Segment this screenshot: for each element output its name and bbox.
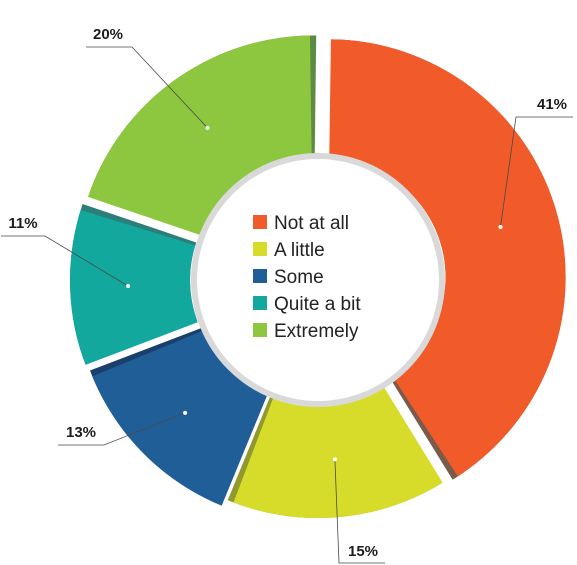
leader-dot xyxy=(499,225,503,229)
leader-dot xyxy=(183,411,187,415)
legend-swatch xyxy=(253,215,267,229)
leader-dot xyxy=(126,284,130,288)
legend-swatch xyxy=(253,296,267,310)
legend-label: Extremely xyxy=(274,321,359,342)
legend-label: Quite a bit xyxy=(274,294,361,315)
percent-label: 15% xyxy=(348,543,378,560)
legend-swatch xyxy=(253,269,267,283)
legend-swatch xyxy=(253,242,267,256)
legend-label: A little xyxy=(274,240,325,261)
legend-label: Not at all xyxy=(274,213,349,234)
percent-label: 11% xyxy=(8,215,37,232)
percent-label: 13% xyxy=(66,424,96,441)
legend-label: Some xyxy=(274,267,324,288)
percent-label: 20% xyxy=(93,26,123,43)
percent-label: 41% xyxy=(537,96,567,113)
leader-dot xyxy=(206,126,210,130)
leader-dot xyxy=(333,457,337,461)
legend-swatch xyxy=(253,323,267,337)
